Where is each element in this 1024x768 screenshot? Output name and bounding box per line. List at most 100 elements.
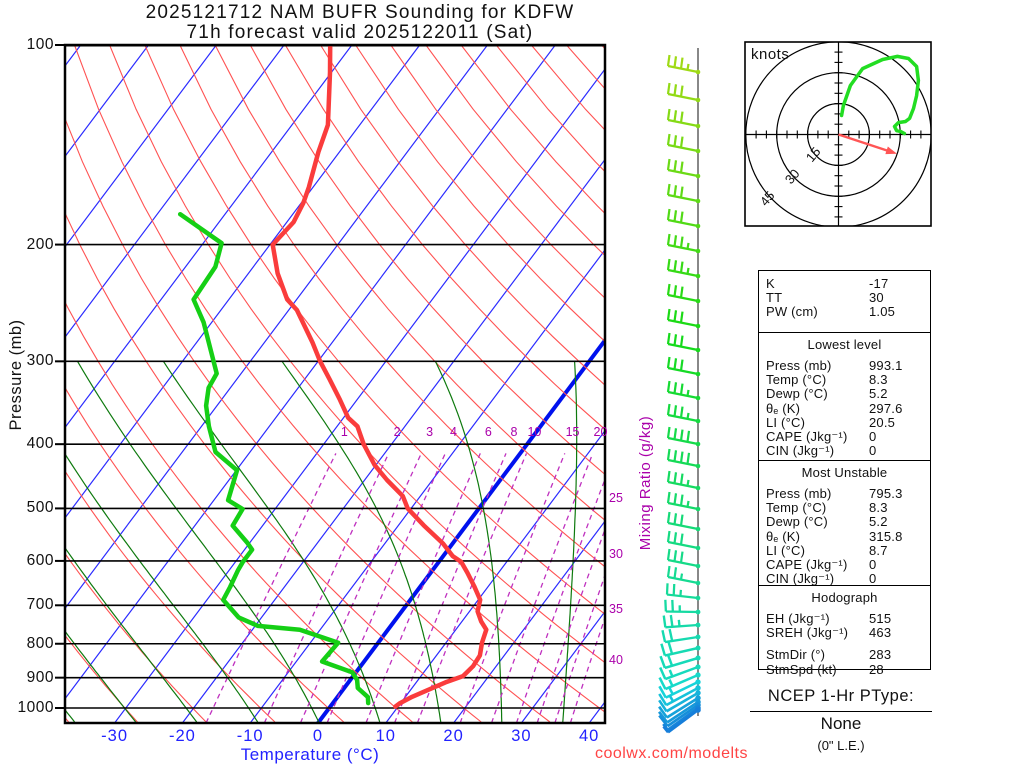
wind-barb: [658, 672, 701, 691]
wind-barb: [661, 628, 701, 644]
stat-section-title: Hodograph: [811, 590, 878, 605]
wind-barb: [666, 183, 701, 204]
wind-barb: [666, 108, 701, 129]
stat-value: -17: [869, 276, 889, 291]
wind-barb: [659, 653, 701, 670]
stat-value: 1.05: [869, 304, 896, 320]
dewpoint-curve: [177, 211, 371, 706]
stat-label: Temp (°C): [766, 500, 827, 516]
mixing-ratio-label: 10: [527, 425, 542, 439]
hodograph-trace: [839, 54, 921, 136]
stat-label: PW (cm): [766, 304, 818, 320]
temperature-tick-label: -30: [101, 727, 129, 745]
pressure-tick-label: 1000: [17, 699, 54, 716]
stat-value: 315.8: [869, 528, 903, 544]
stat-value: 8.3: [869, 500, 888, 516]
isotherm-lines: [65, 45, 605, 723]
wind-barb: [666, 548, 701, 569]
stats-section-divider: [759, 585, 930, 586]
chart-title-line2: 71h forecast valid 2025122011 (Sat): [186, 22, 534, 43]
stat-label: CIN (Jkg⁻¹): [766, 571, 835, 587]
wind-barb: [658, 679, 701, 699]
mixing-ratio-label: 20: [593, 425, 608, 439]
ptype-note: (0" L.E.): [817, 738, 865, 753]
temperature-axis-title: Temperature (°C): [240, 745, 380, 764]
wind-barb: [666, 332, 701, 353]
stat-value: 8.3: [869, 372, 888, 388]
pressure-grid-lines: [65, 45, 605, 709]
stat-section-title: Lowest level: [807, 337, 882, 352]
wind-barb: [665, 583, 701, 601]
wind-barb: [662, 707, 701, 734]
wind-barb: [666, 54, 701, 75]
chart-border: [63, 43, 607, 725]
stat-value: 297.6: [869, 400, 903, 416]
mixing-ratio-label: 25: [609, 491, 623, 505]
stat-value: 283: [869, 647, 892, 663]
stat-label: CIN (Jkg⁻¹): [766, 443, 835, 459]
storm-motion-arrow: [838, 133, 891, 153]
pressure-tick-label: 700: [26, 596, 54, 614]
stats-panel: K -17 TT 30 PW (cm) 1.05 Lowest level Press (mb…: [758, 270, 931, 677]
mixing-ratio-axis-title: Mixing Ratio (g/kg): [637, 415, 654, 551]
stat-label: LI (°C): [766, 542, 806, 558]
stat-value: 0: [869, 443, 877, 459]
wind-barb: [666, 283, 701, 304]
stat-section-title: Most Unstable: [801, 465, 888, 480]
stat-label: K: [766, 276, 775, 291]
wind-barb: [666, 491, 701, 512]
pressure-tick-label: 600: [26, 551, 54, 569]
stat-label: Temp (°C): [766, 372, 827, 388]
wind-barb: [666, 233, 701, 254]
temperature-curve: [270, 45, 489, 709]
stat-label: EH (Jkg⁻¹): [766, 611, 830, 626]
wind-barb: [660, 641, 701, 657]
wind-barb: [666, 356, 701, 377]
pressure-tick-label: 900: [26, 668, 54, 686]
stat-value: 5.2: [869, 386, 888, 402]
wind-barb: [666, 158, 701, 179]
stat-label: SREH (Jkg⁻¹): [766, 625, 849, 641]
mixing-ratio-label: 4: [450, 425, 457, 439]
dry-adiabat-lines: [65, 45, 605, 723]
wind-barb: [666, 133, 701, 154]
wind-barb: [666, 470, 701, 491]
wind-barb-column: [657, 48, 701, 734]
stat-label: Dewp (°C): [766, 514, 828, 530]
mixing-ratio-label: 8: [510, 425, 518, 439]
wind-barb: [666, 258, 701, 279]
wind-barb: [658, 690, 701, 713]
stat-value: 8.7: [869, 542, 888, 558]
ptype-value: None: [820, 714, 862, 733]
stat-value: 0: [869, 429, 877, 444]
stat-label: CAPE (Jkg⁻¹): [766, 429, 848, 444]
temperature-tick-label: 0: [312, 727, 324, 745]
wind-barb: [666, 403, 701, 424]
temperature-tick-label: 10: [375, 727, 396, 745]
stat-value: 463: [869, 625, 892, 641]
mixing-ratio-lines: [205, 453, 605, 723]
stat-value: 20.5: [869, 414, 896, 430]
wind-barb: [666, 511, 701, 532]
mixing-ratio-label: 40: [609, 653, 623, 667]
stat-value: 795.3: [869, 486, 903, 501]
wind-barb: [658, 695, 701, 719]
wind-barb: [659, 664, 701, 681]
temperature-tick-label: -20: [168, 727, 196, 745]
pressure-axis-title: Pressure (mb): [7, 319, 25, 431]
wind-barb: [666, 565, 701, 586]
wind-barb: [666, 530, 701, 551]
pressure-tick-label: 400: [26, 435, 54, 453]
wind-barb: [666, 448, 701, 469]
temperature-tick-label: 40: [579, 727, 600, 745]
mixing-ratio-label: 35: [609, 602, 623, 616]
mixing-ratio-label: 3: [426, 425, 434, 439]
wind-barb: [666, 426, 701, 447]
stat-label: CAPE (Jkg⁻¹): [766, 557, 848, 572]
pressure-tick-label: 100: [26, 36, 54, 53]
watermark-link[interactable]: coolwx.com/modelts: [594, 745, 748, 762]
stat-value: 515: [869, 611, 892, 626]
ptype-heading: NCEP 1-Hr PType:: [750, 687, 932, 712]
